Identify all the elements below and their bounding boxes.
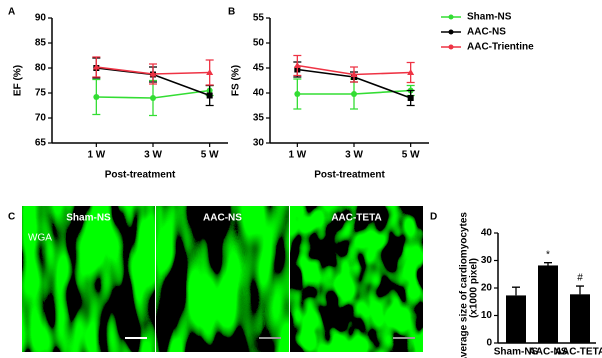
marker (149, 70, 157, 77)
x-tick-label: AAC-TETA (555, 347, 602, 358)
x-tick-label: 3 W (144, 150, 162, 161)
x-axis-label: Post-treatment (314, 170, 385, 181)
legend-marker (448, 29, 454, 35)
x-tick-label: 3 W (345, 150, 363, 161)
marker (92, 63, 100, 70)
bar (506, 295, 526, 343)
marker (150, 95, 156, 101)
panel-label: A (8, 7, 15, 18)
y-tick-label: 45 (253, 63, 265, 74)
y-axis-label: EF (%) (13, 65, 24, 96)
x-tick-label: Sham-NS (494, 347, 539, 358)
y-tick-label: 10 (481, 310, 493, 321)
marker (407, 95, 414, 101)
legend-marker (448, 44, 454, 50)
marker (350, 71, 358, 77)
stain-label: WGA (28, 233, 52, 244)
y-tick-label: 30 (481, 255, 493, 266)
y-tick-label: 35 (253, 113, 265, 124)
y-axis-label: FS (%) (231, 65, 242, 96)
x-tick-label: 5 W (201, 150, 219, 161)
panel-label: D (430, 212, 437, 223)
micrograph (22, 206, 155, 352)
error-bar (544, 262, 552, 266)
marker (293, 62, 301, 68)
marker (294, 91, 301, 97)
y-tick-label: 40 (253, 88, 265, 99)
marker (206, 69, 214, 75)
bar (570, 294, 590, 343)
legend-label: AAC-Trientine (467, 42, 534, 53)
y-tick-label: 70 (35, 113, 47, 124)
error-bar (512, 286, 520, 296)
image-label: AAC-NS (203, 213, 242, 224)
y-tick-label: 85 (35, 38, 47, 49)
x-tick-label: AAC-NS (529, 347, 568, 358)
y-tick-label: 75 (35, 88, 47, 99)
legend-label: AAC-NS (467, 27, 506, 38)
marker (407, 69, 415, 75)
y-tick-label: 65 (35, 138, 47, 149)
y-tick-label: 55 (253, 13, 265, 24)
x-tick-label: 1 W (288, 150, 306, 161)
y-tick-label: 80 (35, 63, 47, 74)
y-tick-label: 90 (35, 13, 47, 24)
bar (538, 265, 558, 343)
y-axis-label: Average size of cardiomyocytes (459, 212, 470, 358)
y-tick-label: 20 (481, 283, 493, 294)
panel-label: B (228, 7, 235, 18)
image-label: Sham-NS (66, 213, 111, 224)
significance-mark: * (546, 249, 550, 260)
marker (206, 92, 213, 99)
micrograph (290, 206, 423, 352)
legend-label: Sham-NS (467, 12, 512, 23)
x-axis-label: Post-treatment (105, 170, 176, 181)
panel-label: C (8, 212, 15, 223)
y-tick-label: 30 (253, 138, 265, 149)
error-bar (576, 285, 584, 295)
y-tick-label: 50 (253, 38, 265, 49)
x-tick-label: 5 W (402, 150, 420, 161)
y-axis-label: (x1000 pixel) (469, 258, 480, 318)
marker (351, 91, 357, 97)
image-label: AAC-TETA (331, 213, 381, 224)
significance-mark: # (577, 273, 583, 284)
y-tick-label: 0 (486, 338, 492, 349)
marker (93, 94, 100, 100)
micrograph (156, 206, 289, 352)
legend-marker (448, 14, 454, 20)
y-tick-label: 40 (481, 228, 493, 239)
x-tick-label: 1 W (87, 150, 105, 161)
